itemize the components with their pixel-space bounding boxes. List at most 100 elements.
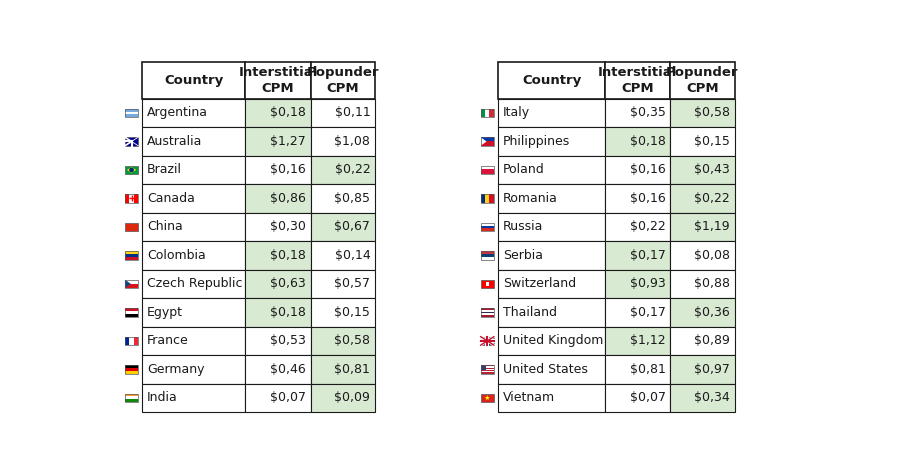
- Text: $0,43: $0,43: [694, 164, 730, 176]
- Text: Thailand: Thailand: [503, 306, 557, 319]
- Bar: [125, 284, 138, 288]
- Bar: [671, 156, 735, 184]
- Text: $1,12: $1,12: [630, 335, 666, 347]
- Bar: [498, 327, 605, 355]
- Bar: [125, 137, 138, 146]
- Bar: [481, 254, 494, 257]
- Bar: [245, 156, 311, 184]
- Text: $0,16: $0,16: [630, 164, 666, 176]
- Bar: [481, 109, 494, 117]
- Bar: [605, 298, 671, 327]
- Bar: [671, 327, 735, 355]
- Bar: [142, 99, 245, 127]
- Bar: [245, 327, 311, 355]
- Bar: [134, 337, 138, 345]
- Text: Philippines: Philippines: [503, 135, 570, 148]
- Bar: [498, 184, 605, 213]
- Bar: [481, 280, 494, 288]
- Bar: [498, 298, 605, 327]
- Text: Popunder
CPM: Popunder CPM: [307, 66, 379, 95]
- Bar: [134, 194, 138, 203]
- Bar: [481, 137, 494, 146]
- Polygon shape: [481, 137, 486, 146]
- Bar: [125, 365, 138, 368]
- Text: $0,18: $0,18: [629, 135, 666, 148]
- Text: $0,89: $0,89: [694, 335, 730, 347]
- Text: United States: United States: [503, 363, 588, 376]
- Bar: [481, 369, 494, 370]
- Bar: [125, 311, 138, 314]
- Text: $0,18: $0,18: [270, 306, 306, 319]
- Text: Switzerland: Switzerland: [503, 277, 576, 290]
- Bar: [485, 282, 489, 285]
- Bar: [311, 184, 375, 213]
- Bar: [245, 241, 311, 270]
- Bar: [605, 99, 671, 127]
- Bar: [481, 394, 494, 402]
- Bar: [605, 327, 671, 355]
- Bar: [481, 313, 494, 315]
- Text: $0,07: $0,07: [629, 392, 666, 404]
- Bar: [605, 184, 671, 213]
- Bar: [498, 156, 605, 184]
- Bar: [125, 397, 138, 400]
- Bar: [142, 327, 245, 355]
- Bar: [481, 367, 494, 368]
- Bar: [481, 251, 494, 254]
- Bar: [605, 156, 671, 184]
- Bar: [481, 194, 485, 203]
- Circle shape: [129, 168, 134, 172]
- Bar: [481, 308, 494, 310]
- Bar: [605, 355, 671, 384]
- Bar: [142, 213, 245, 241]
- Bar: [481, 371, 494, 372]
- Bar: [481, 310, 494, 312]
- Bar: [605, 241, 671, 270]
- Bar: [142, 270, 245, 298]
- Bar: [481, 166, 494, 169]
- Text: $0,18: $0,18: [270, 107, 306, 119]
- Bar: [125, 368, 138, 371]
- Text: $1,27: $1,27: [270, 135, 306, 148]
- Bar: [671, 241, 735, 270]
- Text: Country: Country: [164, 74, 224, 87]
- Text: $0,15: $0,15: [334, 306, 370, 319]
- Text: $0,17: $0,17: [629, 306, 666, 319]
- Bar: [311, 327, 375, 355]
- Text: $1,19: $1,19: [694, 220, 730, 234]
- Polygon shape: [125, 280, 131, 288]
- Text: United Kingdom: United Kingdom: [503, 335, 603, 347]
- Text: $0,16: $0,16: [270, 164, 306, 176]
- Bar: [481, 315, 494, 317]
- Text: Egypt: Egypt: [147, 306, 183, 319]
- Text: $0,88: $0,88: [693, 277, 730, 290]
- Text: $0,97: $0,97: [694, 363, 730, 376]
- Bar: [125, 337, 138, 345]
- Text: France: France: [147, 335, 189, 347]
- Bar: [481, 368, 494, 369]
- Bar: [129, 337, 134, 345]
- Text: Argentina: Argentina: [147, 107, 208, 119]
- Bar: [481, 223, 494, 226]
- Bar: [311, 127, 375, 156]
- Text: $0,17: $0,17: [629, 249, 666, 262]
- Text: Colombia: Colombia: [147, 249, 206, 262]
- Text: $0,46: $0,46: [270, 363, 306, 376]
- Text: $0,11: $0,11: [334, 107, 370, 119]
- Bar: [489, 194, 494, 203]
- Bar: [125, 337, 129, 345]
- Bar: [481, 308, 494, 317]
- Bar: [481, 365, 494, 367]
- Bar: [481, 141, 494, 146]
- Text: Interstitial
CPM: Interstitial CPM: [238, 66, 318, 95]
- Bar: [245, 384, 311, 412]
- Bar: [498, 213, 605, 241]
- Bar: [125, 254, 138, 257]
- Text: $0,16: $0,16: [630, 192, 666, 205]
- Bar: [481, 172, 494, 174]
- Text: $1,08: $1,08: [334, 135, 370, 148]
- Bar: [125, 308, 138, 311]
- Bar: [671, 62, 735, 99]
- Bar: [125, 400, 138, 402]
- Bar: [485, 194, 489, 203]
